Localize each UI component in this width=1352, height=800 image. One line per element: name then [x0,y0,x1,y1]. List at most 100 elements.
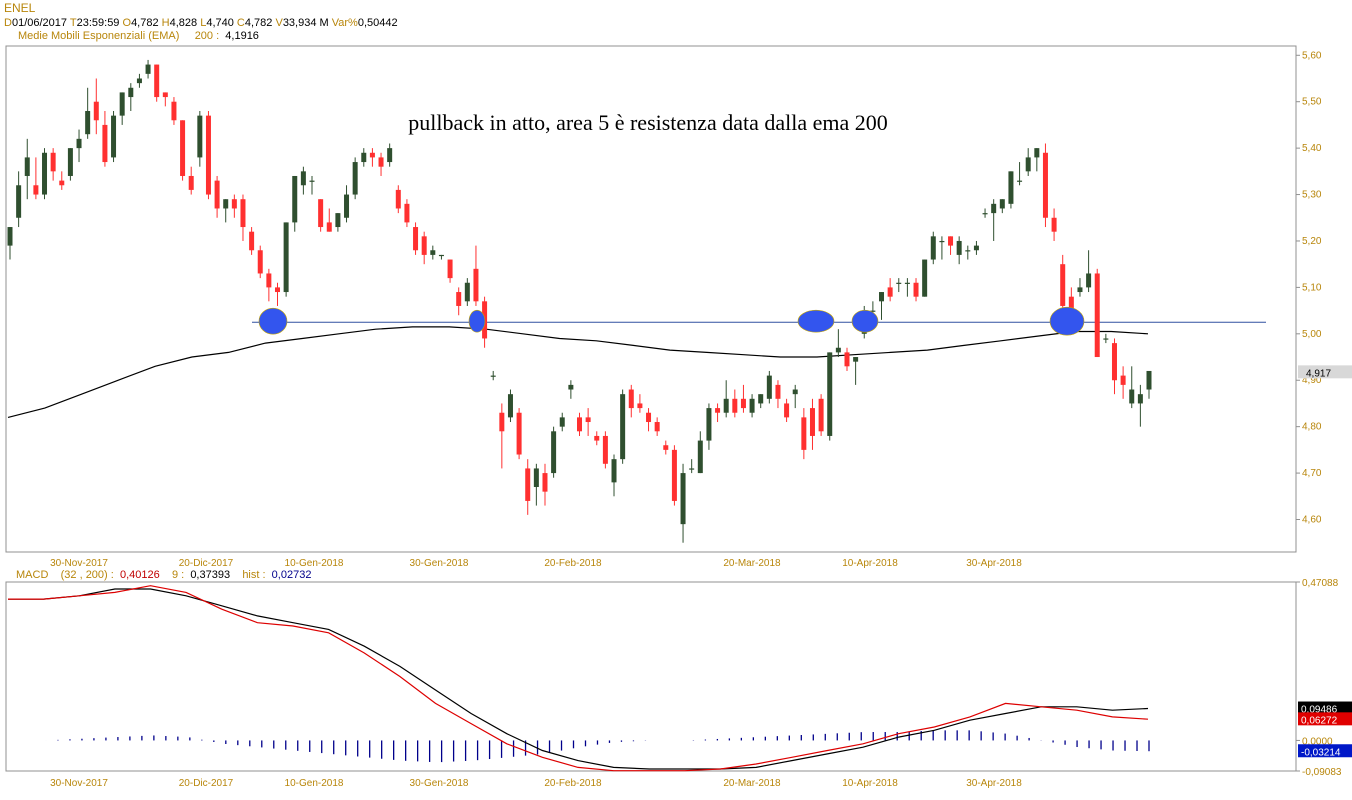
open-value: 4,782 [131,17,159,29]
candle-body [223,199,229,209]
candle-body [809,408,815,436]
candle-body [525,468,531,501]
candle-body [732,398,738,413]
macd-x-tick-label: 20-Mar-2018 [723,778,781,789]
candle-body [611,459,617,483]
candle-body [1042,152,1048,218]
candle-body [231,199,237,209]
candle-body [792,389,798,395]
signal-line [8,585,1149,772]
candle-body [870,310,876,312]
candle-body [438,254,444,257]
time-value: 23:59:59 [76,17,120,29]
candle-body [628,389,634,409]
price-y-tick-label: 5,60 [1302,50,1322,61]
candle-body [1077,287,1083,293]
candle-body [1068,296,1074,311]
candle-body [76,138,82,149]
var-label: Var% [331,17,358,29]
macd-line [8,588,1149,770]
chart-title-annotation: pullback in atto, area 5 è resistenza da… [408,110,888,135]
candle-body [551,431,557,474]
macd-x-tick-label: 30-Gen-2018 [410,778,469,789]
candle-body [7,227,13,246]
price-x-tick-label: 10-Apr-2018 [842,558,898,569]
price-y-tick-label: 4,80 [1302,422,1322,433]
candle-body [378,157,384,167]
ema-legend-period: 200 : [194,30,220,42]
candle-body [758,394,764,404]
candle-body [1137,394,1143,404]
candle-body [205,115,211,195]
candle-body [1008,171,1014,204]
macd-legend-name: MACD [16,569,49,581]
candle-body [421,236,427,255]
candle-body [594,435,600,441]
price-x-tick-label: 10-Gen-2018 [285,558,344,569]
high-value: 4,828 [169,17,198,29]
macd-y-tick-label: 0,47088 [1302,578,1339,589]
candle-body [300,171,306,186]
candle-body [430,250,436,255]
candle-body [93,101,99,121]
candle-body [154,64,160,98]
candle-body [283,222,289,293]
candle-body [1060,264,1066,306]
price-x-tick-label: 20-Feb-2018 [544,558,602,569]
candle-body [1146,370,1152,390]
volume-value: 33,934 M [282,17,329,29]
signal-legend-label: 9 : [171,569,185,581]
macd-panel-frame [5,581,1297,772]
last-price-box [1298,365,1352,379]
price-y-tick-label: 5,10 [1302,282,1322,293]
macd-x-tick-label: 30-Nov-2017 [50,778,108,789]
ohlc-header: D01/06/2017 T23:59:59 O4,782 H4,828 L4,7… [4,17,398,29]
candle-body [111,115,117,158]
ema-legend-name: Medie Mobili Esponenziali (EMA) [18,30,180,42]
candle-body [1111,343,1117,381]
price-y-tick-label: 4,90 [1302,375,1322,386]
price-y-tick-label: 5,20 [1302,236,1322,247]
candle-body [67,148,73,176]
candle-body [180,120,186,176]
candle-body [620,394,626,460]
candle-body [490,375,496,377]
macd-x-tick-label: 20-Dic-2017 [179,778,234,789]
candle-body [387,148,393,163]
price-y-tick-label: 5,50 [1302,97,1322,108]
symbol-label: ENEL [4,1,36,15]
price-x-tick-label: 20-Mar-2018 [723,558,781,569]
candle-body [257,250,263,274]
candle-body [991,203,997,214]
volume-label: V [275,17,283,29]
candle-body [939,240,945,243]
candle-body [1034,148,1040,158]
candle-body [646,412,652,423]
price-y-tick-label: 4,60 [1302,515,1322,526]
candle-body [326,222,332,232]
price-y-tick-label: 4,70 [1302,468,1322,479]
macd-value-label: -0,03214 [1301,747,1341,758]
candle-body [361,152,367,163]
candle-body [922,259,928,297]
candle-body [1103,338,1109,340]
candle-body [197,115,203,158]
candle-body [982,213,988,215]
candle-body [1017,180,1023,182]
candle-body [896,282,902,284]
candle-body [740,398,746,409]
candle-body [507,394,513,418]
candle-body [171,101,177,121]
close-label: C [236,17,245,29]
candle-body [292,175,298,223]
candle-body [119,92,125,116]
candle-body [50,152,56,172]
price-x-tick-label: 30-Apr-2018 [966,558,1022,569]
candle-body [533,468,539,488]
signal-legend-value: 0,37393 [190,569,231,581]
candle-body [344,194,350,218]
candle-body [913,282,919,297]
candle-body [136,78,142,84]
macd-value-box [1298,744,1352,758]
